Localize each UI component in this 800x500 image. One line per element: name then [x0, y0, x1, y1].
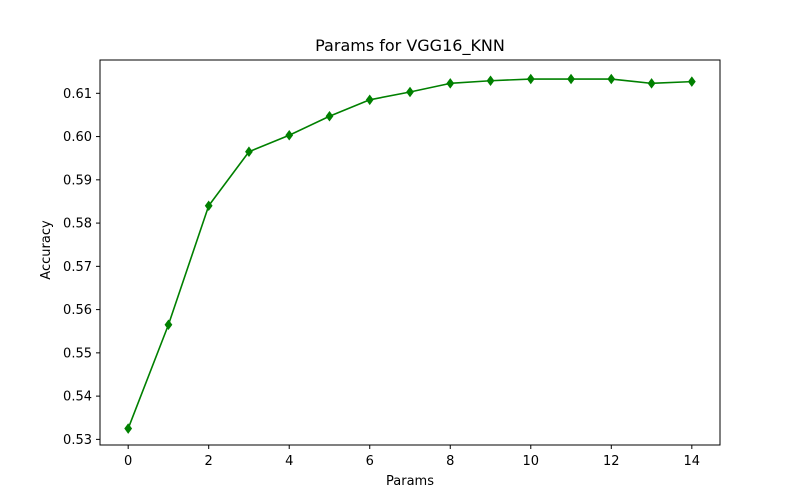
- x-tick-label: 2: [205, 454, 213, 469]
- x-tick-label: 8: [446, 454, 454, 469]
- data-point-marker: [607, 73, 616, 85]
- chart-title: Params for VGG16_KNN: [315, 36, 505, 56]
- plot-area: 0 2 4 6 8 10 12 14 0.53 0.54 0.55 0.56 0.57 0.58 0.59 0…: [63, 59, 721, 469]
- data-point-marker: [285, 129, 294, 141]
- data-point-marker: [406, 86, 414, 98]
- data-point-marker: [164, 319, 173, 331]
- y-axis-label: Accuracy: [39, 220, 54, 280]
- data-point-marker: [325, 110, 334, 122]
- data-point-marker: [365, 94, 374, 106]
- y-tick-label: 0.56: [63, 303, 92, 318]
- x-tick-label: 10: [523, 454, 540, 469]
- y-tick-label: 0.54: [63, 390, 92, 405]
- data-point-marker: [204, 200, 213, 212]
- data-point-marker: [124, 423, 133, 434]
- y-tick-label: 0.60: [63, 130, 92, 145]
- data-point-marker: [486, 75, 495, 87]
- y-tick-label: 0.55: [63, 346, 92, 361]
- data-point-marker: [687, 76, 696, 87]
- x-axis-label: Params: [386, 474, 434, 489]
- y-tick-label: 0.59: [63, 173, 92, 188]
- data-point-marker: [446, 78, 455, 89]
- x-tick-label: 14: [684, 454, 701, 469]
- data-point-marker: [526, 73, 535, 85]
- data-point-marker: [245, 146, 253, 157]
- y-tick-label: 0.53: [63, 433, 92, 448]
- data-point-marker: [567, 73, 575, 85]
- x-tick-label: 4: [285, 454, 293, 469]
- plot-frame: [99, 59, 721, 446]
- x-tick-label: 12: [603, 454, 620, 469]
- x-tick-label: 0: [124, 454, 132, 469]
- y-tick-label: 0.57: [63, 260, 92, 275]
- data-point-marker: [647, 78, 656, 89]
- x-tick-label: 6: [366, 454, 374, 469]
- y-tick-label: 0.58: [63, 217, 92, 232]
- y-tick-label: 0.61: [63, 87, 92, 102]
